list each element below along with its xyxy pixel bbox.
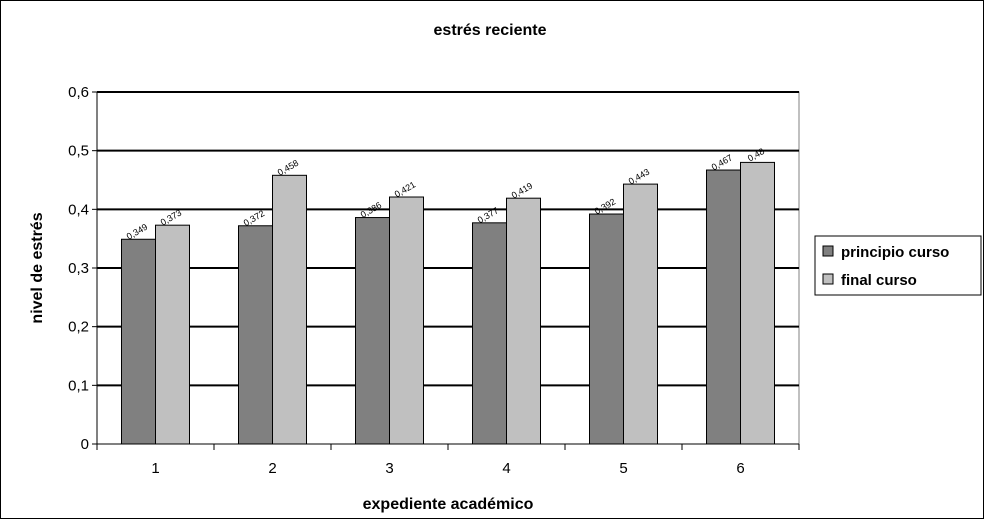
bar-principio-2 bbox=[238, 225, 273, 445]
bar-principio-1 bbox=[121, 238, 156, 445]
bar-principio-3 bbox=[355, 217, 390, 445]
x-tick-label: 5 bbox=[619, 460, 627, 477]
x-axis-title: expediente académico bbox=[363, 496, 534, 513]
y-tick-label: 0,5 bbox=[68, 143, 89, 160]
y-tick-labels: 0 0,1 0,2 0,3 0,4 0,5 0,6 bbox=[68, 84, 89, 453]
bars bbox=[121, 161, 775, 445]
legend-box bbox=[814, 235, 982, 296]
bar-final-2 bbox=[272, 174, 307, 445]
legend: principio curso final curso bbox=[814, 235, 982, 296]
x-tick-label: 1 bbox=[151, 460, 159, 477]
gridlines bbox=[97, 91, 799, 387]
y-tick-label: 0,4 bbox=[68, 201, 89, 218]
chart-title: estrés reciente bbox=[434, 22, 547, 39]
y-axis-title: nivel de estrés bbox=[29, 212, 46, 323]
x-tick-label: 6 bbox=[736, 460, 744, 477]
bar-principio-5 bbox=[589, 213, 624, 445]
bar-final-1 bbox=[155, 224, 190, 445]
axes bbox=[92, 91, 800, 450]
bar-principio-4 bbox=[472, 222, 507, 445]
bar-principio-6 bbox=[706, 169, 741, 445]
y-tick-label: 0 bbox=[81, 436, 89, 453]
legend-swatch-principio bbox=[822, 245, 834, 257]
bar-final-6 bbox=[740, 161, 775, 445]
x-tick-label: 3 bbox=[385, 460, 393, 477]
y-tick-label: 0,3 bbox=[68, 260, 89, 277]
bar-final-4 bbox=[506, 197, 541, 445]
y-tick-label: 0,6 bbox=[68, 84, 89, 101]
legend-swatch-final bbox=[822, 273, 834, 285]
y-tick-label: 0,2 bbox=[68, 319, 89, 336]
x-tick-label: 2 bbox=[268, 460, 276, 477]
legend-label-principio: principio curso bbox=[841, 244, 949, 261]
y-tick-label: 0,1 bbox=[68, 377, 89, 394]
legend-label-final: final curso bbox=[841, 272, 917, 289]
x-tick-labels: 1 2 3 4 5 6 bbox=[151, 460, 744, 477]
bar-final-3 bbox=[389, 196, 424, 445]
bar-final-5 bbox=[623, 183, 658, 445]
x-tick-label: 4 bbox=[502, 460, 510, 477]
